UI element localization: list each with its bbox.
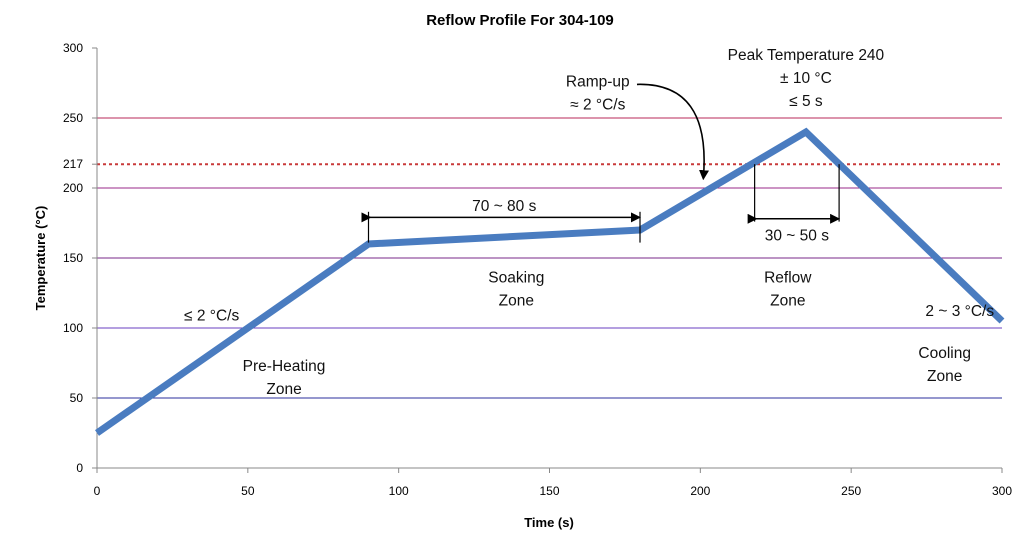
annotation-line: Zone <box>770 293 805 310</box>
duration-spans: 70 ~ 80 s 30 ~ 50 s <box>361 164 841 245</box>
annotation-line: Pre-Heating <box>243 358 326 375</box>
y-tick-label: 50 <box>70 391 84 405</box>
axes: 0 50 100 150 200 250 300 0 50 100 150 200 250 300 217 <box>63 41 1012 498</box>
annotation-text: Pre-Heating Zone <box>243 358 326 398</box>
annotation-text: ≤ 2 °C/s <box>184 307 239 324</box>
annotation-text: Reflow Zone <box>764 270 812 310</box>
annotation-text: Peak Temperature 240 ± 10 °C ≤ 5 s <box>728 47 885 110</box>
x-tick-label: 100 <box>389 484 409 498</box>
annotation-line: Zone <box>499 293 534 310</box>
x-tick-label: 150 <box>539 484 559 498</box>
annotation-line: Ramp-up <box>566 74 630 91</box>
annotation-line: Cooling <box>918 345 971 362</box>
annotation-line: Zone <box>927 368 962 385</box>
series <box>95 127 1005 436</box>
annotation-line: Soaking <box>488 270 544 287</box>
annotation-line: Reflow <box>764 270 812 287</box>
y-tick-label: 250 <box>63 111 83 125</box>
annotation-line: ≤ 2 °C/s <box>184 307 239 324</box>
annotation-line: 2 ~ 3 °C/s <box>925 303 994 320</box>
ramp-up-arrow <box>636 83 709 181</box>
span-label: 70 ~ 80 s <box>472 198 536 215</box>
annotation-text: Ramp-up ≈ 2 °C/s <box>566 74 630 114</box>
annotation-line: Peak Temperature 240 <box>728 47 885 64</box>
annotation-text: 2 ~ 3 °C/s <box>925 303 994 320</box>
x-tick-label: 250 <box>841 484 861 498</box>
x-tick-label: 300 <box>992 484 1012 498</box>
y-tick-label: 150 <box>63 251 83 265</box>
y-tick-label: 0 <box>76 461 83 475</box>
annotation-text: Cooling Zone <box>918 345 971 385</box>
temperature-profile-line <box>95 127 1005 436</box>
annotation-line: ≈ 2 °C/s <box>570 97 625 114</box>
y-axis-label: Temperature (°C) <box>33 206 48 311</box>
y-tick-label: 200 <box>63 181 83 195</box>
chart-title: Reflow Profile For 304-109 <box>426 12 614 29</box>
annotation-line: Zone <box>266 381 301 398</box>
annotation-text: Soaking Zone <box>488 270 544 310</box>
annotation-line: ≤ 5 s <box>789 93 823 110</box>
y-tick-label-217: 217 <box>63 157 83 171</box>
x-tick-label: 50 <box>241 484 255 498</box>
y-tick-label: 300 <box>63 41 83 55</box>
x-axis-label: Time (s) <box>524 515 574 530</box>
y-tick-label: 100 <box>63 321 83 335</box>
x-tick-label: 200 <box>690 484 710 498</box>
span-label: 30 ~ 50 s <box>765 228 829 245</box>
reference-lines <box>97 117 1002 399</box>
annotation-line: ± 10 °C <box>780 70 832 87</box>
x-tick-label: 0 <box>94 484 101 498</box>
